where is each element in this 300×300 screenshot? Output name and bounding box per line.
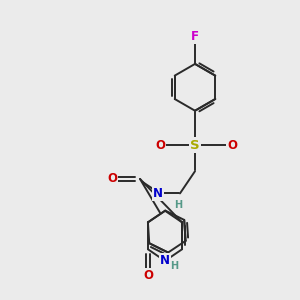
Text: H: H xyxy=(170,261,178,271)
Text: O: O xyxy=(227,139,237,152)
Text: S: S xyxy=(190,139,200,152)
Text: O: O xyxy=(143,269,153,282)
Text: H: H xyxy=(174,200,182,210)
Text: O: O xyxy=(107,172,117,185)
Text: O: O xyxy=(155,139,165,152)
Text: N: N xyxy=(153,187,163,200)
Text: F: F xyxy=(191,30,199,43)
Text: N: N xyxy=(160,254,170,267)
